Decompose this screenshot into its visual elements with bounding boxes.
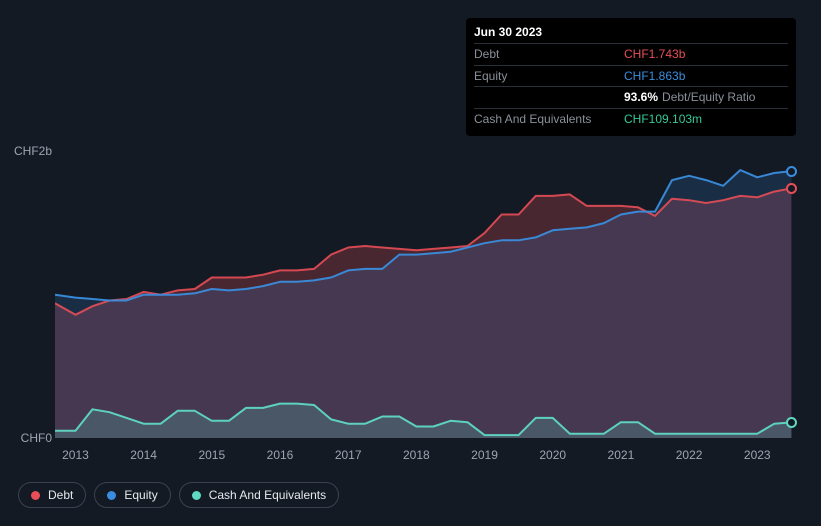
tooltip-row-value: CHF109.103m xyxy=(624,111,702,128)
tooltip-row: 93.6% Debt/Equity Ratio xyxy=(474,86,788,108)
chart-legend: Debt Equity Cash And Equivalents xyxy=(18,482,339,508)
legend-item-label: Debt xyxy=(48,488,73,502)
chart-svg xyxy=(55,140,805,438)
series-fill-equity xyxy=(55,170,791,438)
tooltip-row-label: Cash And Equivalents xyxy=(474,111,624,128)
x-axis-label: 2019 xyxy=(465,448,505,462)
legend-item-equity[interactable]: Equity xyxy=(94,482,170,508)
tooltip-date: Jun 30 2023 xyxy=(474,24,788,41)
end-dot-debt xyxy=(786,183,797,194)
x-axis-label: 2017 xyxy=(328,448,368,462)
tooltip-row: EquityCHF1.863b xyxy=(474,65,788,87)
x-axis-label: 2021 xyxy=(601,448,641,462)
y-axis-label-bottom: CHF0 xyxy=(10,431,52,445)
y-axis-label-top: CHF2b xyxy=(10,144,52,158)
tooltip-row-label xyxy=(474,89,624,106)
x-axis-labels: 2013 2014 2015 2016 2017 2018 2019 2020 2021 2022… xyxy=(55,448,805,464)
x-axis-label: 2020 xyxy=(533,448,573,462)
legend-item-cash-and-equivalents[interactable]: Cash And Equivalents xyxy=(179,482,339,508)
x-axis-label: 2016 xyxy=(260,448,300,462)
x-axis-label: 2014 xyxy=(124,448,164,462)
x-axis-label: 2023 xyxy=(737,448,777,462)
tooltip-rows: DebtCHF1.743bEquityCHF1.863b93.6%Debt/Eq… xyxy=(474,43,788,130)
x-axis-label: 2013 xyxy=(55,448,95,462)
legend-item-debt[interactable]: Debt xyxy=(18,482,86,508)
end-dot-equity xyxy=(786,166,797,177)
legend-dot-icon xyxy=(192,491,201,500)
legend-item-label: Equity xyxy=(124,488,157,502)
tooltip-row-value: CHF1.743b xyxy=(624,46,685,63)
x-axis-label: 2018 xyxy=(396,448,436,462)
tooltip-row-label: Equity xyxy=(474,68,624,85)
tooltip-ratio: 93.6% Debt/Equity Ratio xyxy=(624,89,755,106)
x-axis-label: 2015 xyxy=(192,448,232,462)
tooltip-ratio-label: Debt/Equity Ratio xyxy=(662,90,755,104)
tooltip-ratio-value: 93.6% xyxy=(624,90,658,104)
end-dot-cash xyxy=(786,417,797,428)
legend-dot-icon xyxy=(31,491,40,500)
chart-plot-area xyxy=(55,140,805,438)
tooltip-row: Cash And EquivalentsCHF109.103m xyxy=(474,108,788,130)
tooltip-row-label: Debt xyxy=(474,46,624,63)
legend-dot-icon xyxy=(107,491,116,500)
chart-tooltip: Jun 30 2023 DebtCHF1.743bEquityCHF1.863b… xyxy=(466,18,796,136)
tooltip-row: DebtCHF1.743b xyxy=(474,43,788,65)
x-axis-label: 2022 xyxy=(669,448,709,462)
legend-item-label: Cash And Equivalents xyxy=(209,488,326,502)
tooltip-row-value: CHF1.863b xyxy=(624,68,685,85)
